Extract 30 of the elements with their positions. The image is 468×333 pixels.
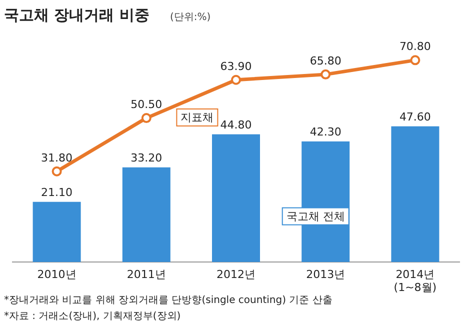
data-label: 42.30 — [310, 125, 342, 138]
data-label: 44.80 — [220, 118, 252, 132]
bar — [32, 202, 81, 262]
point — [231, 74, 241, 85]
point — [141, 113, 152, 124]
data-label: 65.80 — [310, 54, 342, 68]
data-label: 31.80 — [41, 151, 73, 164]
bar — [122, 167, 170, 262]
x-tick-label: 2011년 — [126, 268, 166, 281]
data-label: 47.60 — [399, 110, 431, 124]
point — [320, 69, 331, 80]
x-tick-label: 2012년 — [216, 268, 256, 281]
point — [410, 55, 420, 66]
text: *장내거래와 비교를 위해 장외거래를 단방향(single counting) 기준 산출 — [4, 295, 332, 306]
chart-subtitle: (단위:%) — [170, 12, 211, 23]
x-tick-label: 2014년 (1~8월) — [394, 268, 437, 294]
data-label: 70.80 — [399, 40, 431, 54]
data-label: 50.50 — [130, 98, 162, 112]
chart-title: 국고채 장내거래 비중 — [4, 6, 150, 24]
series-label: 국고채 전체 — [286, 210, 345, 223]
x-tick-label: 2010년 — [37, 268, 76, 281]
series-label: 지표채 — [180, 110, 214, 124]
point — [52, 166, 62, 176]
x-tick-label: 2013년 — [306, 268, 346, 281]
data-label: 33.20 — [130, 151, 162, 164]
data-label: 21.10 — [41, 186, 73, 199]
data-label: 63.90 — [220, 60, 252, 73]
bar — [391, 126, 440, 262]
bar — [212, 134, 260, 262]
text: *자료 : 거래소(장내), 기획재정부(장외) — [4, 311, 181, 322]
